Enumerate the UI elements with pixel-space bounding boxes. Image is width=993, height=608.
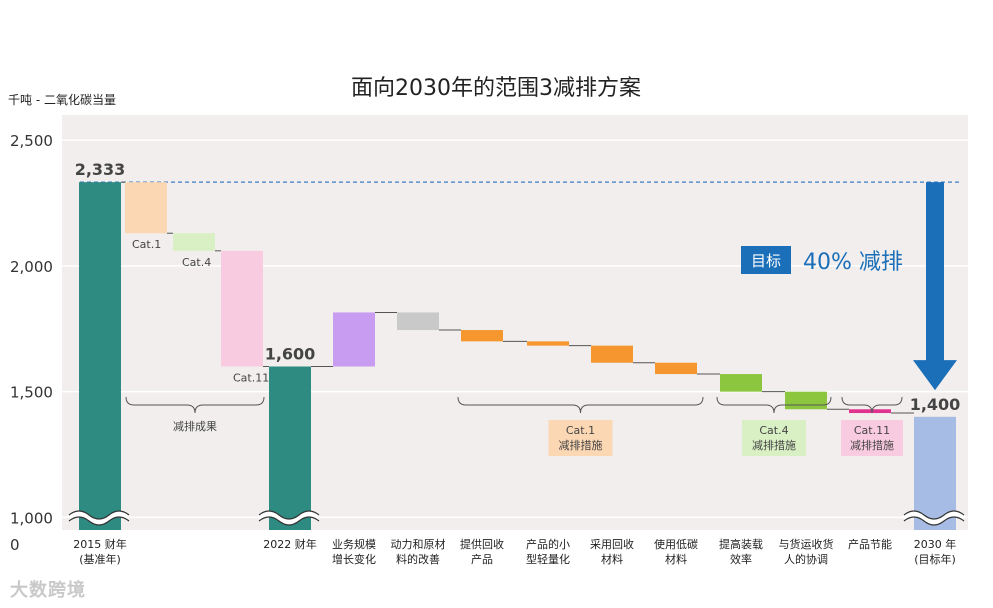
group-label: 减排措施: [559, 438, 603, 452]
axis-break-line: [903, 510, 965, 520]
x-category-label: 产品的小: [526, 537, 570, 551]
x-category-label: 提高装载: [719, 537, 763, 551]
target-arrow-head: [913, 360, 957, 391]
bar-total: [914, 416, 956, 530]
bar-delta: [397, 312, 439, 331]
bar-value-label: 2,333: [75, 160, 126, 179]
bar-delta: [221, 250, 263, 367]
watermark-logo: 大数跨境: [10, 580, 86, 601]
target-badge-label: 目标: [751, 252, 781, 270]
group-brace: [716, 396, 832, 414]
x-category-label: 动力和原材: [391, 537, 446, 551]
bar-delta: [849, 409, 891, 414]
x-category-label: 提供回收: [460, 537, 504, 551]
x-category-label: 使用低碳: [654, 537, 698, 551]
cat-label: Cat.1: [132, 238, 161, 251]
x-category-label: 效率: [730, 552, 752, 566]
x-category-label: 业务规模: [332, 537, 376, 551]
group-brace: [841, 396, 903, 414]
axis-break-mark: [902, 511, 966, 525]
cat-label: Cat.4: [182, 256, 211, 269]
axis-break-line: [903, 516, 965, 526]
bar-total: [269, 366, 311, 530]
bar-delta: [785, 391, 827, 410]
group-label: Cat.1: [566, 424, 595, 437]
bar-delta: [461, 330, 503, 342]
bar-value-label: 1,600: [265, 345, 316, 364]
x-category-label: 2030 年: [914, 537, 957, 551]
y-tick-label: 2,000: [10, 258, 53, 276]
bar-delta: [591, 345, 633, 363]
bar-total: [79, 182, 121, 530]
target-badge: [741, 246, 791, 274]
group-label: Cat.11: [854, 424, 890, 437]
axis-break-mark: [257, 511, 321, 525]
x-category-label: 人的协调: [784, 552, 828, 566]
group-brace: [125, 396, 265, 414]
axis-break-line: [68, 516, 130, 526]
group-label-box: [841, 420, 903, 456]
x-category-label: 采用回收: [590, 537, 634, 551]
bar-delta: [655, 362, 697, 375]
x-category-label: 与货运收货: [779, 537, 834, 551]
y-tick-label: 1,000: [10, 509, 53, 527]
axis-break-mark: [67, 511, 131, 525]
group-label: 减排措施: [850, 438, 894, 452]
bar-delta: [333, 312, 375, 367]
y-tick-label: 2,500: [10, 132, 53, 150]
axis-break-line: [258, 510, 320, 520]
y-tick-label: 1,500: [10, 384, 53, 402]
y-tick-label: 0: [10, 536, 20, 554]
target-arrow-shaft: [926, 182, 944, 363]
group-label-box: [548, 420, 613, 456]
group-label-box: [742, 420, 806, 456]
target-text: 40% 减排: [803, 250, 903, 275]
bar-delta: [720, 374, 762, 392]
group-brace: [457, 396, 704, 414]
x-category-label: 2022 财年: [263, 537, 317, 551]
axis-break-line: [68, 510, 130, 520]
y-axis-label: 千吨 - 二氧化碳当量: [8, 93, 116, 107]
x-category-label: 产品: [471, 552, 493, 566]
x-category-label: 产品节能: [848, 537, 892, 551]
axis-break-line: [258, 516, 320, 526]
group-label: 减排措施: [752, 438, 796, 452]
cat-label: Cat.11: [233, 372, 269, 385]
x-category-label: (基准年): [79, 552, 121, 566]
group-label: Cat.4: [759, 424, 788, 437]
group-label: 减排成果: [173, 419, 217, 433]
x-category-label: 型轻量化: [526, 552, 570, 566]
bar-delta: [173, 233, 215, 251]
plot-area: [62, 115, 968, 530]
bar-value-label: 1,400: [910, 395, 961, 414]
x-category-label: (目标年): [914, 552, 956, 566]
x-category-label: 材料: [665, 552, 687, 566]
bar-delta: [527, 341, 569, 346]
bar-delta: [125, 182, 167, 234]
chart-title: 面向2030年的范围3减排方案: [351, 76, 641, 101]
x-category-label: 增长变化: [332, 552, 376, 566]
x-category-label: 2015 财年: [73, 537, 127, 551]
x-category-label: 材料: [601, 552, 623, 566]
x-category-label: 料的改善: [396, 552, 440, 566]
